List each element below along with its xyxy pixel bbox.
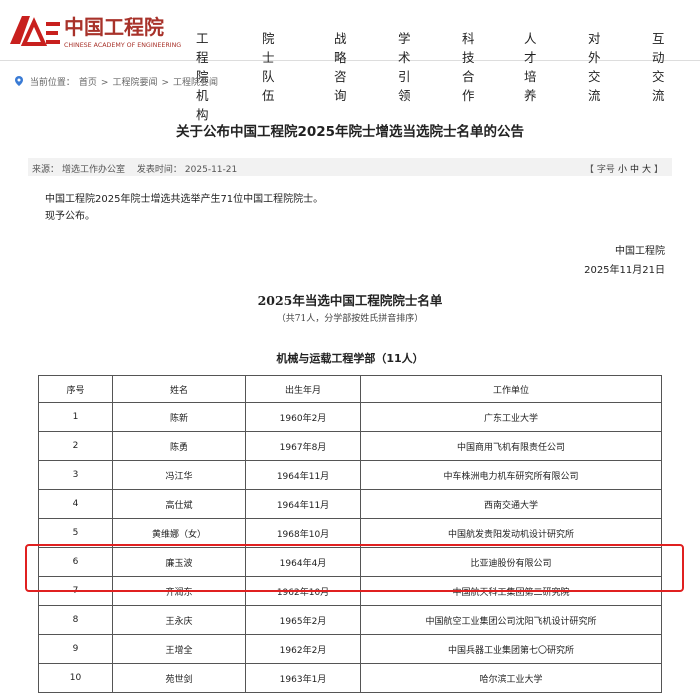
- signature-date: 2025年11月21日: [584, 265, 665, 276]
- header-cell: 序号: [38, 375, 113, 403]
- font-option[interactable]: 大: [641, 165, 651, 175]
- article-title: 关于公布中国工程院2025年院士增选当选院士名单的公告: [175, 124, 525, 140]
- table-cell: 陈新: [112, 402, 246, 432]
- table-cell: 中车株洲电力机车研究所有限公司: [360, 460, 662, 490]
- header-cell: 工作单位: [360, 375, 662, 403]
- table-cell: 1964年11月: [245, 460, 361, 490]
- breadcrumb-item[interactable]: 工程院要闻: [173, 78, 219, 88]
- table-row: 3 冯江华 1964年11月 中车株洲电力机车研究所有限公司: [38, 460, 662, 490]
- font-size-control: 【字号小中大】: [585, 162, 666, 175]
- meta-left: 来源： 增选工作办公室 发表时间： 2025-11-21: [32, 162, 240, 175]
- table-cell: 高仕斌: [112, 489, 246, 519]
- table-cell: 王增全: [112, 634, 246, 664]
- table-cell: 10: [38, 663, 113, 693]
- font-option[interactable]: 小: [617, 165, 627, 175]
- breadcrumb-item[interactable]: 首页: [78, 78, 97, 88]
- table-row: 2 陈勇 1967年8月 中国商用飞机有限责任公司: [38, 431, 662, 461]
- table-cell: 中国航空工业集团公司沈阳飞机设计研究所: [360, 605, 662, 635]
- table-cell: 1967年8月: [245, 431, 361, 461]
- table-body: 1 陈新 1960年2月 广东工业大学 2 陈勇 1967年8月 中国商用飞机有限责任公司 3 冯…: [38, 402, 662, 693]
- table-cell: 1964年11月: [245, 489, 361, 519]
- breadcrumb: 当前位置： 首页 > 工程院要闻 > 工程院要闻: [15, 75, 222, 88]
- table-header: 序号 姓名 出生年月 工作单位: [38, 375, 662, 403]
- table-cell: 王永庆: [112, 605, 246, 635]
- table-cell: 1963年1月: [245, 663, 361, 693]
- site-header: 中国工程院 CHINESE ACADEMY OF ENGINEERING 工程院…: [0, 0, 700, 122]
- nav-item[interactable]: 人才培养: [524, 31, 537, 103]
- table-row: 4 高仕斌 1964年11月 西南交通大学: [38, 489, 662, 519]
- article-meta: 来源： 增选工作办公室 发表时间： 2025-11-21 【字号小中大】: [28, 158, 672, 176]
- nav-item[interactable]: 科技合作: [462, 31, 475, 103]
- nav-item[interactable]: 学术引领: [398, 31, 411, 103]
- breadcrumb-separator: >: [161, 78, 170, 88]
- list-title: 2025年当选中国工程院院士名单: [257, 293, 443, 308]
- table-cell: 哈尔滨工业大学: [360, 663, 662, 693]
- table-cell: 黄维娜（女）: [112, 518, 246, 548]
- paragraph: 中国工程院2025年院士增选共选举产生71位中国工程院院士。: [45, 194, 324, 205]
- font-open: 【: [584, 165, 594, 175]
- table-cell: 5: [38, 518, 113, 548]
- header-cell: 姓名: [112, 375, 246, 403]
- header-cell: 出生年月: [245, 375, 361, 403]
- table-cell: 中国航发贵阳发动机设计研究所: [360, 518, 662, 548]
- breadcrumb-item[interactable]: 工程院要闻: [112, 78, 158, 88]
- date-label: 发表时间：: [136, 165, 182, 175]
- nav-item[interactable]: 工程院机构: [196, 31, 209, 122]
- table-row: 10 苑世剑 1963年1月 哈尔滨工业大学: [38, 663, 662, 693]
- member-table: 序号 姓名 出生年月 工作单位 1 陈新 1960年2月 广东工业大学 2 陈勇 1967年8月中…: [38, 375, 662, 693]
- table-cell: 6: [38, 547, 113, 577]
- list-subtitle: （共71人，分学部按姓氏拼音排序）: [276, 314, 424, 324]
- source: 增选工作办公室: [62, 165, 126, 175]
- logo-subtitle: CHINESE ACADEMY OF ENGINEERING: [64, 42, 181, 49]
- font-label: 字号: [596, 165, 615, 175]
- table-row: 1 陈新 1960年2月 广东工业大学: [38, 402, 662, 432]
- font-option[interactable]: 中: [629, 165, 639, 175]
- table-cell: 9: [38, 634, 113, 664]
- table-row: 9 王增全 1962年2月 中国兵器工业集团第七〇研究所: [38, 634, 662, 664]
- paragraph: 现予公布。: [45, 211, 95, 222]
- table-cell: 1960年2月: [245, 402, 361, 432]
- date: 2025-11-21: [184, 165, 238, 175]
- table-cell: 冯江华: [112, 460, 246, 490]
- table-cell: 1: [38, 402, 113, 432]
- breadcrumb-separator: >: [100, 78, 109, 88]
- logo-title: 中国工程院: [64, 15, 164, 39]
- section-title: 机械与运载工程学部（11人）: [276, 352, 424, 365]
- table-cell: 1968年10月: [245, 518, 361, 548]
- table-cell: 陈勇: [112, 431, 246, 461]
- font-close: 】: [653, 165, 663, 175]
- table-row: 5 黄维娜（女） 1968年10月 中国航发贵阳发动机设计研究所: [38, 518, 662, 548]
- table-cell: 4: [38, 489, 113, 519]
- table-cell: 2: [38, 431, 113, 461]
- nav-item[interactable]: 院士队伍: [262, 31, 275, 103]
- breadcrumb-label: 当前位置：: [29, 78, 75, 88]
- source-label: 来源：: [32, 165, 60, 175]
- nav-item[interactable]: 互动交流: [652, 31, 665, 103]
- nav-item[interactable]: 战略咨询: [334, 31, 347, 103]
- table-cell: 苑世剑: [112, 663, 246, 693]
- table-cell: 中国商用飞机有限责任公司: [360, 431, 662, 461]
- table-cell: 1962年2月: [245, 634, 361, 664]
- table-cell: 广东工业大学: [360, 402, 662, 432]
- logo[interactable]: 中国工程院 CHINESE ACADEMY OF ENGINEERING: [6, 10, 196, 52]
- nav-item[interactable]: 对外交流: [588, 31, 601, 103]
- table-row: 8 王永庆 1965年2月 中国航空工业集团公司沈阳飞机设计研究所: [38, 605, 662, 635]
- table-cell: 西南交通大学: [360, 489, 662, 519]
- table-cell: 1965年2月: [245, 605, 361, 635]
- table-cell: 中国兵器工业集团第七〇研究所: [360, 634, 662, 664]
- table-cell: 8: [38, 605, 113, 635]
- signature: 中国工程院: [615, 246, 665, 257]
- highlight-box: [25, 544, 684, 592]
- table-cell: 3: [38, 460, 113, 490]
- location-icon: [15, 76, 23, 86]
